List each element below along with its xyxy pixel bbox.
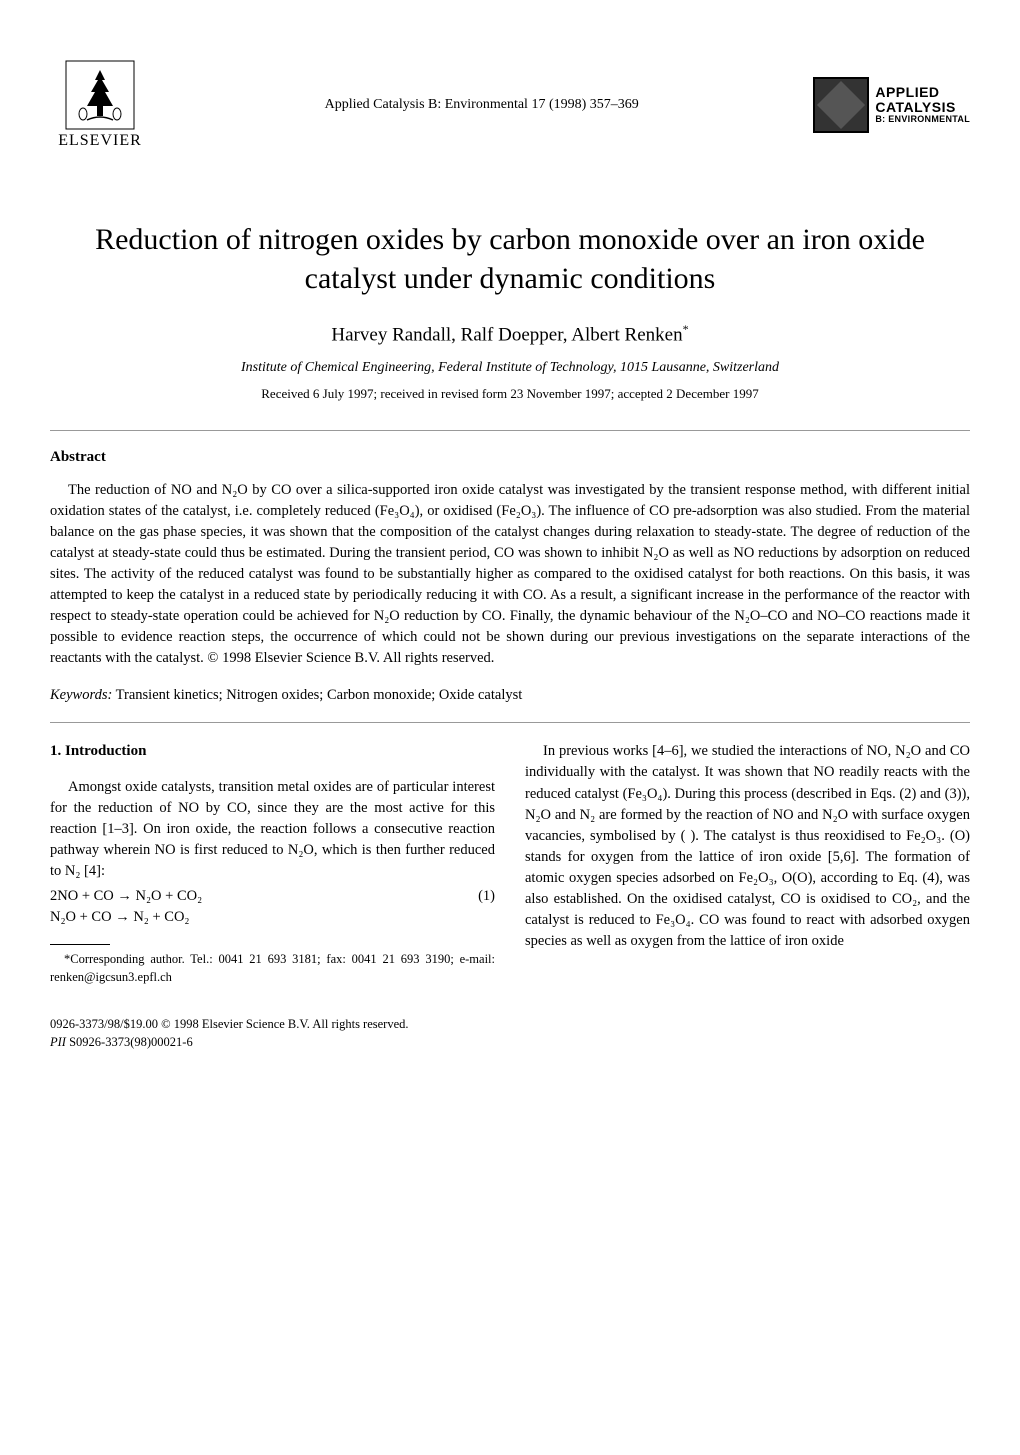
journal-logo-line1: APPLIED <box>875 85 970 100</box>
pii-line: PII S0926-3373(98)00021-6 <box>50 1034 970 1052</box>
keywords-label: Keywords: <box>50 687 112 703</box>
body-columns: 1. Introduction Amongst oxide catalysts,… <box>50 741 970 986</box>
eq2-text: N₂O + CO → N₂ + CO₂ <box>50 907 189 928</box>
publisher-name: ELSEVIER <box>58 132 142 150</box>
article-dates: Received 6 July 1997; received in revise… <box>50 386 970 402</box>
copyright-line: 0926-3373/98/$19.00 © 1998 Elsevier Scie… <box>50 1016 970 1034</box>
divider <box>50 722 970 723</box>
abstract-heading: Abstract <box>50 449 970 466</box>
eq1-number: (1) <box>478 886 495 907</box>
pii-label: PII <box>50 1035 66 1049</box>
equation-2: N₂O + CO → N₂ + CO₂ <box>50 907 495 928</box>
journal-logo-line3: B: ENVIRONMENTAL <box>875 115 970 125</box>
left-column: 1. Introduction Amongst oxide catalysts,… <box>50 741 495 986</box>
affiliation: Institute of Chemical Engineering, Feder… <box>50 360 970 376</box>
page-footer: 0926-3373/98/$19.00 © 1998 Elsevier Scie… <box>50 1016 970 1051</box>
equation-1: 2NO + CO → N₂O + CO₂ (1) <box>50 886 495 907</box>
right-column: In previous works [4–6], we studied the … <box>525 741 970 986</box>
abstract-body: The reduction of NO and N₂O by CO over a… <box>50 480 970 669</box>
header-row: ELSEVIER Applied Catalysis B: Environmen… <box>50 60 970 150</box>
intro-para1: Amongst oxide catalysts, transition meta… <box>50 777 495 882</box>
journal-logo-line2: CATALYSIS <box>875 100 970 115</box>
journal-logo-text: APPLIED CATALYSIS B: ENVIRONMENTAL <box>875 85 970 126</box>
section-heading-intro: 1. Introduction <box>50 741 495 763</box>
equations: 2NO + CO → N₂O + CO₂ (1) N₂O + CO → N₂ +… <box>50 886 495 928</box>
keywords: Keywords: Transient kinetics; Nitrogen o… <box>50 687 970 704</box>
journal-reference: Applied Catalysis B: Environmental 17 (1… <box>150 97 813 113</box>
divider <box>50 430 970 431</box>
publisher-logo: ELSEVIER <box>50 60 150 150</box>
elsevier-tree-icon <box>65 60 135 130</box>
pii-value: S0926-3373(98)00021-6 <box>66 1035 193 1049</box>
authors-text: Harvey Randall, Ralf Doepper, Albert Ren… <box>331 324 682 345</box>
article-title: Reduction of nitrogen oxides by carbon m… <box>50 220 970 298</box>
right-para1: In previous works [4–6], we studied the … <box>525 741 970 951</box>
abstract-text: The reduction of NO and N₂O by CO over a… <box>50 480 970 669</box>
corresponding-marker: * <box>683 322 689 336</box>
authors: Harvey Randall, Ralf Doepper, Albert Ren… <box>50 322 970 346</box>
journal-logo: APPLIED CATALYSIS B: ENVIRONMENTAL <box>813 77 970 133</box>
footnote-separator <box>50 944 110 945</box>
keywords-text: Transient kinetics; Nitrogen oxides; Car… <box>112 687 522 703</box>
corresponding-footnote: *Corresponding author. Tel.: 0041 21 693… <box>50 951 495 986</box>
eq1-text: 2NO + CO → N₂O + CO₂ <box>50 886 202 907</box>
journal-badge-icon <box>813 77 869 133</box>
